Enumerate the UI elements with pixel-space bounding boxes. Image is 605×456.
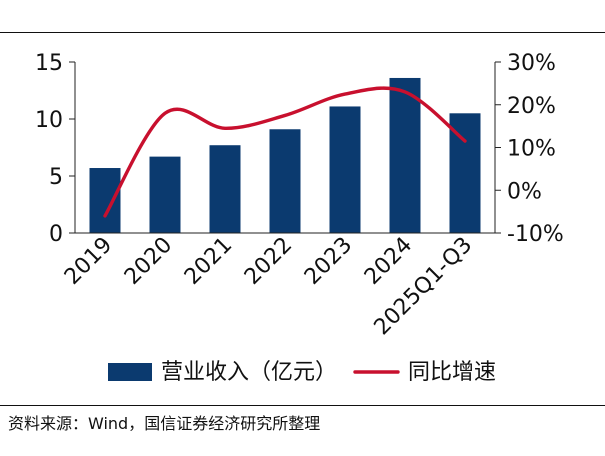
growth-point-2019 <box>103 214 107 218</box>
right-axis: -10% 0% 10% 20% 30% <box>494 51 564 247</box>
growth-point-2024 <box>403 90 407 94</box>
top-divider <box>0 32 605 33</box>
revenue-bar-2024 <box>389 77 421 234</box>
right-axis-tick-label: 10% <box>507 137 556 162</box>
left-axis-tick-label: 15 <box>35 51 63 76</box>
x-axis-tick-label: 2021 <box>180 233 237 290</box>
growth-point-2025Q1-Q3 <box>463 139 467 143</box>
legend-label-revenue: 营业收入（亿元） <box>161 360 337 385</box>
left-axis-tick-label: 5 <box>49 165 63 190</box>
growth-point-2021 <box>223 126 227 130</box>
x-axis-tick-label: 2019 <box>60 233 117 290</box>
right-axis-tick-label: 20% <box>507 94 556 119</box>
revenue-bar-2019 <box>89 168 121 233</box>
growth-point-2022 <box>283 113 287 117</box>
x-axis-tick-label: 2020 <box>120 233 177 290</box>
x-axis-tick-label: 2023 <box>300 233 357 290</box>
chart-legend: 营业收入（亿元） 同比增速 <box>108 360 496 385</box>
x-axis-tick-label: 2022 <box>240 233 297 290</box>
growth-point-2023 <box>343 92 347 96</box>
left-axis: 0 5 10 15 <box>35 51 76 247</box>
left-axis-tick-label: 10 <box>35 108 63 133</box>
bottom-divider <box>0 405 605 406</box>
right-axis-tick-label: 30% <box>507 51 556 76</box>
growth-line-layer <box>103 86 467 218</box>
revenue-bar-2020 <box>149 156 181 233</box>
right-axis-tick-label: -10% <box>507 222 564 247</box>
legend-label-growth: 同比增速 <box>408 360 496 385</box>
source-note: 资料来源：Wind，国信证券经济研究所整理 <box>8 414 321 433</box>
revenue-bars <box>89 77 481 234</box>
revenue-bar-2022 <box>269 129 301 233</box>
revenue-bar-2023 <box>329 106 361 233</box>
x-axis-tick-label: 2024 <box>360 233 417 290</box>
legend-bar-swatch <box>108 363 152 381</box>
growth-rate-line <box>103 86 467 218</box>
left-axis-tick-label: 0 <box>49 222 63 247</box>
revenue-bar-2021 <box>209 145 241 233</box>
right-axis-tick-label: 0% <box>507 179 542 204</box>
growth-point-2020 <box>163 111 167 115</box>
